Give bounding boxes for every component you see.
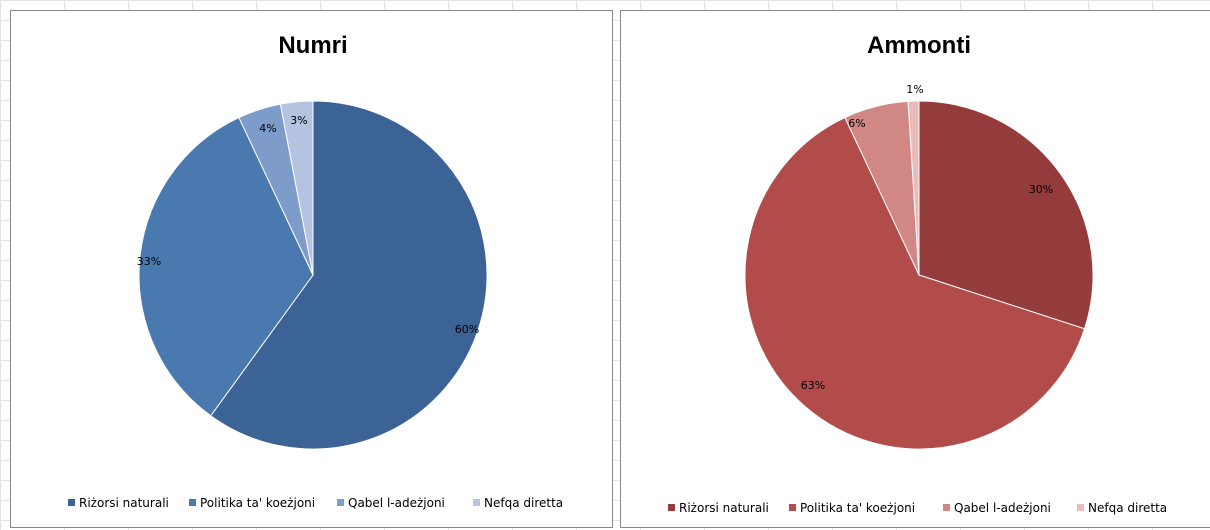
slice-data-label: 3% <box>290 114 307 127</box>
legend-label: Qabel l-adeżjoni <box>348 496 445 510</box>
slice-data-label: 6% <box>848 117 865 130</box>
pie-chart-numri: Numri 60% 33% 4% 3% Riżorsi naturali Politika … <box>68 32 563 510</box>
pie-slice-4[interactable] <box>907 100 920 276</box>
pie-slice-2[interactable] <box>744 116 1086 450</box>
legend-swatch <box>943 504 950 511</box>
chart-title: Numri <box>278 32 347 59</box>
legend-swatch <box>68 499 75 506</box>
legend-label: Politika ta' koeżjoni <box>800 501 915 515</box>
slice-data-label: 4% <box>259 122 276 135</box>
legend-swatch <box>1077 504 1084 511</box>
legend-label: Nefqa diretta <box>484 496 563 510</box>
legend-swatch <box>337 499 344 506</box>
slice-data-label: 1% <box>906 83 923 96</box>
legend-swatch <box>789 504 796 511</box>
chart-title: Ammonti <box>867 32 971 59</box>
chart-panel-ammonti[interactable]: Ammonti 30% 63% 6% 1% Riżorsi naturali Politik… <box>620 10 1210 528</box>
slice-data-label: 60% <box>455 323 479 336</box>
legend-label: Riżorsi naturali <box>79 496 169 510</box>
slice-data-label: 63% <box>801 379 825 392</box>
legend-label: Riżorsi naturali <box>679 501 769 515</box>
legend-label: Nefqa diretta <box>1088 501 1167 515</box>
legend-swatch <box>189 499 196 506</box>
legend-swatch <box>668 504 675 511</box>
legend-label: Politika ta' koeżjoni <box>200 496 315 510</box>
legend-label: Qabel l-adeżjoni <box>954 501 1051 515</box>
pie-slice-4[interactable] <box>279 100 314 276</box>
slice-data-label: 30% <box>1029 183 1053 196</box>
chart-panel-numri[interactable]: Numri 60% 33% 4% 3% Riżorsi naturali Politika … <box>10 10 613 528</box>
legend-swatch <box>473 499 480 506</box>
slice-data-label: 33% <box>137 255 161 268</box>
pie-slice-1[interactable] <box>210 100 488 450</box>
pie-slice-1[interactable] <box>918 100 1094 330</box>
pie-slice-2[interactable] <box>138 116 314 417</box>
pie-chart-ammonti: Ammonti 30% 63% 6% 1% Riżorsi naturali Politik… <box>668 32 1167 515</box>
